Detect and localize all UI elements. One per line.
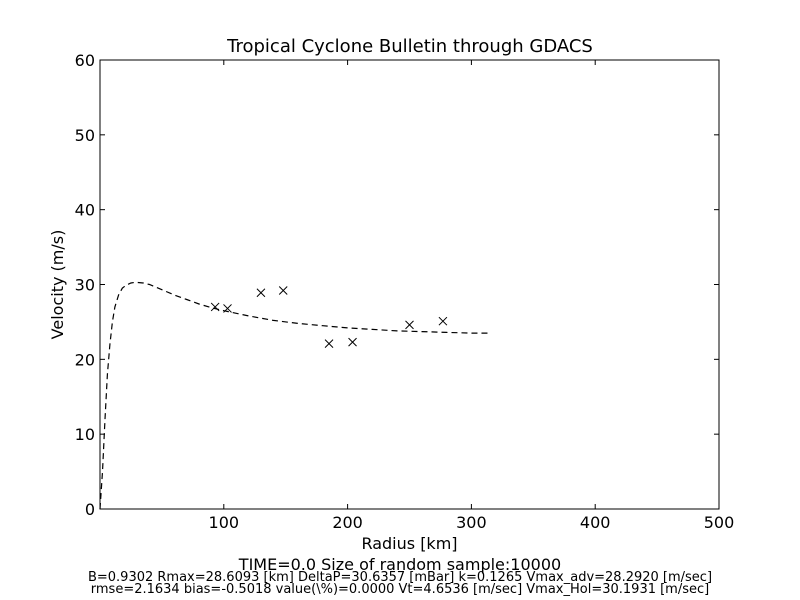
observation-marker (348, 337, 357, 347)
holland-profile-line (99, 281, 488, 510)
marker-stroke (405, 320, 414, 330)
x-tick-label: 200 (332, 513, 363, 532)
axis-labels: 100 200 300 400 500 0 10 20 30 40 50 60 Radius [km] V… (48, 51, 734, 553)
marker-stroke (210, 302, 220, 312)
observation-marker (256, 288, 266, 298)
y-tick-label: 0 (85, 500, 95, 519)
data-marks (99, 281, 488, 510)
observation-marker (405, 320, 414, 330)
observation-marker (438, 316, 448, 326)
x-tick-label: 100 (209, 513, 240, 532)
footer-parameters: B=0.9302 Rmax=28.6093 [km] DeltaP=30.635… (87, 570, 713, 585)
footer-time-sample: TIME=0.0 Size of random sample:10000 (238, 555, 562, 574)
observation-marker (324, 339, 334, 348)
chart-title: Tropical Cyclone Bulletin through GDACS (227, 36, 593, 57)
marker-stroke (223, 304, 232, 313)
y-tick-label: 50 (75, 126, 95, 145)
marker-stroke (438, 316, 448, 326)
y-tick-label: 60 (75, 51, 95, 70)
y-tick-label: 40 (75, 201, 95, 220)
plot-frame (99, 59, 720, 510)
observation-marker (210, 302, 220, 312)
y-tick-label: 10 (75, 425, 95, 444)
y-axis-label: Velocity (m/s) (48, 230, 67, 340)
x-tick-label: 300 (456, 513, 487, 532)
marker-stroke (348, 337, 357, 347)
x-tick-label: 500 (704, 513, 735, 532)
x-tick-label: 400 (580, 513, 611, 532)
marker-stroke (278, 286, 288, 295)
footer-statistics: rmse=2.1634 bias=-0.5018 value(\%)=0.000… (90, 582, 710, 597)
x-axis-label: Radius [km] (361, 534, 457, 553)
y-tick-label: 20 (75, 350, 95, 369)
observation-marker (278, 286, 288, 295)
observation-marker (223, 304, 232, 313)
marker-stroke (324, 339, 334, 348)
axes (99, 59, 720, 510)
marker-stroke (256, 288, 266, 298)
y-tick-label: 30 (75, 276, 95, 295)
